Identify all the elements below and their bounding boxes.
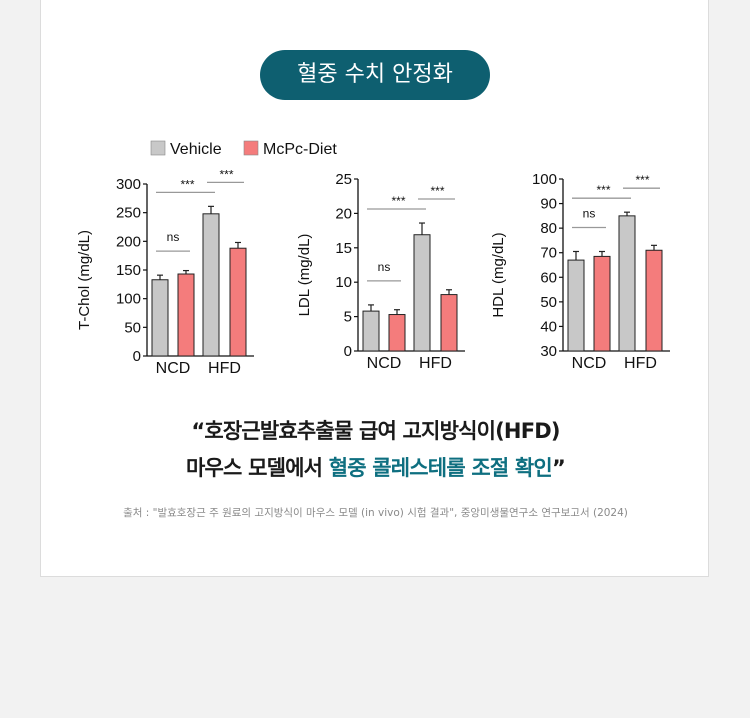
y-axis-label-1: LDL (mg/dL) — [296, 234, 313, 317]
bar-charts: Vehicle McPc-Diet050100150200250300T-Chol… — [76, 140, 670, 377]
sig-label-0-2: *** — [219, 167, 233, 181]
legend-label-1: McPc-Diet — [263, 141, 337, 158]
y-tick-label-2-1: 40 — [540, 318, 557, 335]
y-tick-label-1-5: 25 — [335, 171, 352, 188]
bar-0-3 — [229, 247, 247, 357]
y-tick-label-0-5: 250 — [116, 205, 141, 222]
y-tick-label-1-2: 10 — [335, 274, 352, 291]
quote-close-mark: ” — [551, 456, 566, 480]
quote-line-2: 마우스 모델에서 혈중 콜레스테롤 조절 확인” — [41, 452, 710, 482]
y-tick-label-0-3: 150 — [116, 262, 141, 279]
y-axis-label-2: HDL (mg/dL) — [490, 232, 507, 317]
bar-1-2 — [413, 234, 431, 352]
sig-label-2-2: *** — [635, 173, 649, 187]
y-axis-label-0: T-Chol (mg/dL) — [76, 230, 93, 330]
bar-1-3 — [440, 294, 458, 352]
y-tick-label-0-4: 200 — [116, 233, 141, 250]
y-tick-label-0-2: 100 — [116, 291, 141, 308]
sig-label-2-1: *** — [596, 183, 610, 197]
y-tick-label-2-7: 100 — [532, 171, 557, 188]
bar-1-1 — [388, 314, 406, 352]
y-tick-label-2-3: 60 — [540, 269, 557, 286]
quote-line-1: “호장근발효추출물 급여 고지방식이(HFD) — [191, 419, 560, 443]
sig-label-0-1: *** — [180, 177, 194, 191]
bar-2-0 — [567, 259, 585, 352]
section-badge: 혈중 수치 안정화 — [260, 50, 490, 100]
bar-2-2 — [618, 215, 636, 352]
x-category-label-2-1: HFD — [624, 355, 657, 372]
y-tick-label-1-1: 5 — [344, 309, 352, 326]
x-category-label-1-0: NCD — [367, 355, 402, 372]
y-tick-label-0-6: 300 — [116, 176, 141, 193]
quote-accent-text: 혈중 콜레스테롤 조절 확인 — [328, 456, 553, 480]
bar-2-3 — [645, 249, 663, 352]
source-citation: 출처 : "발효호장근 주 원료의 고지방식이 마우스 모델 (in vivo)… — [123, 507, 628, 519]
y-tick-label-2-2: 50 — [540, 294, 557, 311]
legend-swatch-0 — [150, 140, 166, 156]
sig-label-1-1: *** — [391, 194, 405, 208]
y-tick-label-0-0: 0 — [133, 348, 141, 365]
content-card: 혈중 수치 안정화 Vehicle McPc-Diet 0 50 100 150 200 25… — [40, 0, 709, 577]
x-category-label-0-1: HFD — [208, 360, 241, 377]
y-tick-label-2-5: 80 — [540, 220, 557, 237]
legend-swatch-1 — [243, 140, 259, 156]
y-tick-label-2-6: 90 — [540, 196, 557, 213]
x-category-label-1-1: HFD — [419, 355, 452, 372]
y-tick-label-1-0: 0 — [344, 343, 352, 360]
bar-2-1 — [593, 255, 611, 352]
y-tick-label-2-4: 70 — [540, 245, 557, 262]
bar-0-0 — [151, 279, 169, 357]
sig-label-1-0: ns — [378, 260, 391, 274]
quote-plain-text: 마우스 모델에서 — [186, 456, 329, 480]
y-tick-label-1-4: 20 — [335, 205, 352, 222]
sig-label-2-0: ns — [583, 206, 596, 220]
y-tick-label-0-1: 50 — [124, 319, 141, 336]
bar-0-2 — [202, 213, 220, 357]
sig-label-0-0: ns — [167, 230, 180, 244]
legend-label-0: Vehicle — [170, 141, 222, 158]
sig-label-1-2: *** — [430, 184, 444, 198]
x-category-label-2-0: NCD — [572, 355, 607, 372]
x-category-label-0-0: NCD — [156, 360, 191, 377]
bar-1-0 — [362, 310, 380, 352]
bar-0-1 — [177, 273, 195, 357]
y-tick-label-2-0: 30 — [540, 343, 557, 360]
y-tick-label-1-3: 15 — [335, 240, 352, 257]
